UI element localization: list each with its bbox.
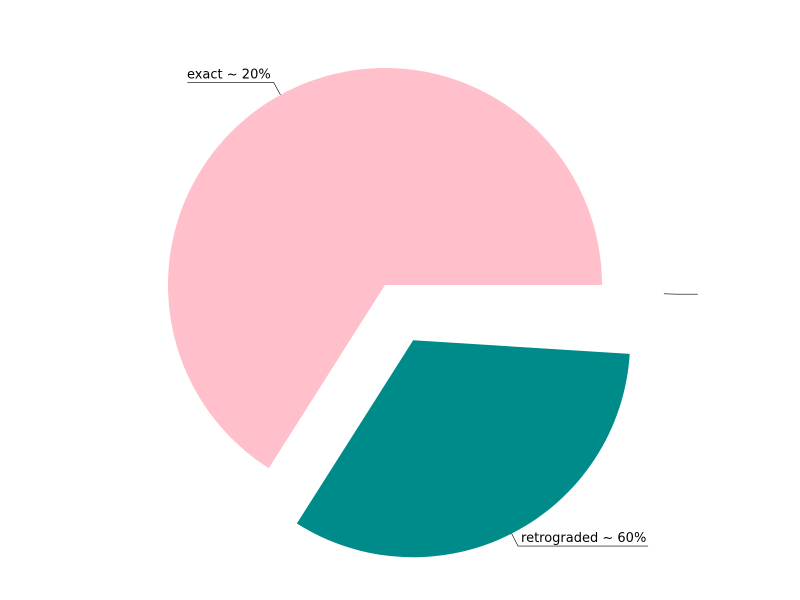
pie-slice-1 bbox=[296, 340, 630, 558]
pie-slices bbox=[168, 67, 664, 558]
pie-label-0: exact ~ 20% bbox=[187, 68, 271, 83]
pie-leader-line-1 bbox=[511, 533, 649, 547]
pie-slice-2 bbox=[446, 286, 664, 301]
pie-label-1: retrograded ~ 60% bbox=[521, 531, 646, 546]
pie-leader-line-0 bbox=[187, 82, 281, 95]
pie-slice-0 bbox=[168, 67, 602, 469]
pie-labels: exact ~ 20% retrograded ~ 60% bbox=[187, 68, 698, 547]
